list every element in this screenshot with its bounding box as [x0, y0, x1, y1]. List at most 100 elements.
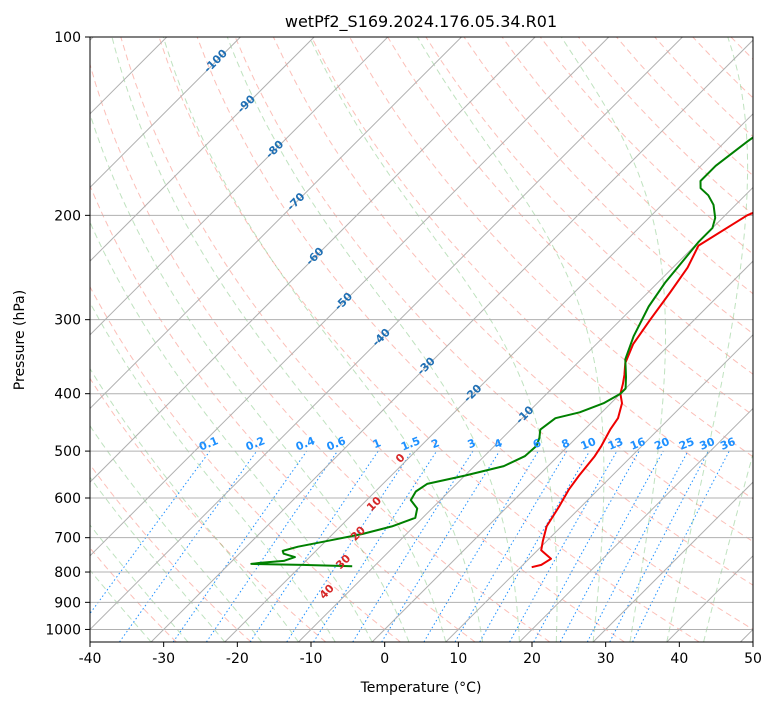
x-tick-label: -10 — [300, 651, 323, 667]
mixing-ratio-line — [586, 450, 689, 642]
theta-label: 30 — [333, 552, 353, 572]
dry-adiabat-line — [616, 37, 753, 177]
isotherm-line — [445, 334, 753, 642]
mixing-ratio-line — [632, 450, 730, 642]
dry-adiabat-line — [158, 37, 700, 642]
mixing-ratio-label: 13 — [606, 435, 625, 453]
isotherm-line — [224, 113, 753, 642]
mixing-ratio-label: 3 — [466, 436, 478, 451]
dry-adiabat-line — [769, 37, 775, 642]
dry-adiabat-line — [387, 37, 753, 416]
moist-adiabat-line — [90, 424, 262, 642]
mixing-ratio-label: 8 — [560, 436, 572, 451]
isotherm-line — [90, 37, 462, 410]
dry-adiabat-line — [692, 37, 753, 99]
y-tick-label: 100 — [54, 30, 81, 46]
y-tick-label: 900 — [54, 595, 81, 611]
y-tick-label: 400 — [54, 387, 81, 403]
moist-adiabat-line — [308, 37, 558, 642]
dry-adiabat-line — [654, 37, 753, 138]
dry-adiabat-line — [578, 37, 753, 216]
mixing-ratio-line — [313, 450, 438, 642]
isotherm-line — [90, 37, 683, 631]
moist-adiabat-line — [111, 37, 447, 642]
mixing-ratio-label: 4 — [492, 436, 504, 451]
dry-adiabat-line — [234, 37, 753, 586]
isotherm-line — [371, 260, 753, 642]
y-tick-label: 600 — [54, 491, 81, 507]
dry-adiabat-line — [90, 463, 252, 642]
y-axis-label: Pressure (hPa) — [12, 290, 28, 390]
dry-adiabats — [90, 37, 775, 642]
isobars — [90, 37, 753, 630]
isotherm-line — [90, 37, 241, 189]
mixing-ratio-lines — [90, 450, 730, 642]
moist-adiabat-line — [90, 476, 226, 642]
y-tick-label: 1000 — [45, 622, 81, 638]
moist-adiabat-line — [162, 37, 484, 642]
mixing-ratio-line — [286, 450, 413, 642]
isotherm-line — [150, 39, 753, 642]
mixing-ratio-line — [533, 450, 640, 642]
y-tick-label: 500 — [54, 444, 81, 460]
mixing-ratio-label: 36 — [718, 435, 737, 453]
isotherm-label: -90 — [235, 92, 258, 115]
x-tick-label: 40 — [670, 651, 688, 667]
mixing-ratio-label: 25 — [677, 435, 696, 453]
x-tick-label: -30 — [152, 651, 175, 667]
mixing-ratio-line — [172, 450, 308, 642]
y-tick-label: 300 — [54, 313, 81, 329]
isotherm-label: -70 — [284, 190, 307, 213]
mixing-ratio-line — [454, 450, 568, 642]
mixing-ratio-label: 16 — [628, 435, 647, 453]
dry-adiabat-line — [539, 37, 753, 255]
mixing-ratio-label: 1 — [371, 436, 383, 451]
moist-adiabat-line — [666, 37, 749, 642]
moist-adiabat-line — [90, 220, 373, 642]
moist-adiabats — [90, 37, 753, 642]
dry-adiabat-line — [90, 62, 551, 642]
dry-adiabat-line — [501, 37, 753, 295]
background-line-labels: 0.1 0.2 0.4 0.6 1 1.5 2 3 4 6 8 10 13 16 20 25 30 36-100-… — [197, 47, 738, 602]
dewpoint-profile-line — [250, 136, 753, 568]
mixing-ratio-label: 2 — [429, 436, 441, 451]
moist-adiabat-line — [226, 37, 520, 642]
moist-adiabat-line — [703, 452, 753, 642]
mixing-ratio-line — [205, 450, 338, 642]
x-tick-label: 0 — [380, 651, 389, 667]
isotherm-label: -100 — [201, 47, 230, 76]
mixing-ratio-line — [423, 450, 539, 642]
dry-adiabat-line — [463, 37, 753, 335]
theta-label: 40 — [317, 581, 337, 601]
profile-series — [250, 136, 753, 569]
x-tick-label: 20 — [523, 651, 541, 667]
isotherms — [90, 37, 753, 642]
mixing-ratio-line — [90, 450, 211, 615]
moist-adiabat-line — [560, 37, 666, 642]
x-axis-ticks: -40 -30 -20 -10 0 10 20 30 40 50 — [79, 642, 762, 667]
isotherm-line — [592, 481, 753, 642]
chart-title: wetPf2_S169.2024.176.05.34.R01 — [285, 12, 557, 32]
isotherm-line — [519, 407, 753, 642]
dry-adiabat-line — [272, 37, 753, 543]
isotherm-label: -60 — [303, 245, 326, 268]
isotherm-line — [90, 37, 610, 557]
x-axis-label: Temperature (°C) — [360, 680, 482, 696]
mixing-ratio-line — [381, 450, 500, 642]
isotherm-label: -30 — [415, 354, 438, 377]
moist-adiabat-line — [90, 569, 152, 642]
isotherm-line — [90, 37, 536, 483]
moist-adiabat-line — [90, 112, 410, 642]
y-tick-label: 200 — [54, 208, 81, 224]
x-tick-label: -40 — [79, 651, 102, 667]
y-tick-label: 700 — [54, 531, 81, 547]
plot-frame — [89, 36, 754, 643]
mixing-ratio-line — [352, 450, 474, 642]
isotherm-line — [298, 186, 753, 642]
temperature-profile-line — [531, 211, 753, 569]
isotherm-line — [90, 37, 315, 262]
x-tick-label: 50 — [744, 651, 762, 667]
dry-adiabat-line — [349, 37, 753, 458]
mixing-ratio-label: 30 — [698, 435, 717, 453]
mixing-ratio-line — [559, 450, 664, 642]
